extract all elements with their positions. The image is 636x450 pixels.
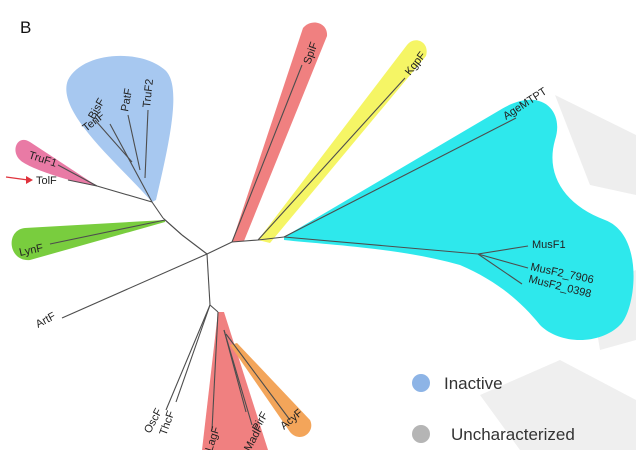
legend: Inactive Uncharacterized [412,374,575,444]
musf-clade-shape [284,99,634,340]
kgpf-clade-shape [258,40,427,243]
tree-branches [49,64,529,431]
label-musf1: MusF1 [532,239,566,251]
bottom-red-clade-shape [202,312,268,450]
legend-label-uncharacterized: Uncharacterized [451,425,575,444]
tolf-marker-arrow [5,176,33,184]
spf-clade-shape [232,22,328,242]
label-patf: PatF [119,87,135,112]
lynf-clade-shape [11,220,165,261]
label-tolf: TolF [36,175,57,187]
legend-swatch-inactive [412,374,430,392]
legend-label-inactive: Inactive [444,374,503,393]
blue-clade-shape [66,55,174,203]
label-lynf: LynF [18,242,44,259]
legend-swatch-uncharacterized [412,425,430,443]
label-truf2: TruF2 [141,78,156,108]
panel-label: B [20,18,31,37]
label-artf: ArtF [34,310,58,330]
